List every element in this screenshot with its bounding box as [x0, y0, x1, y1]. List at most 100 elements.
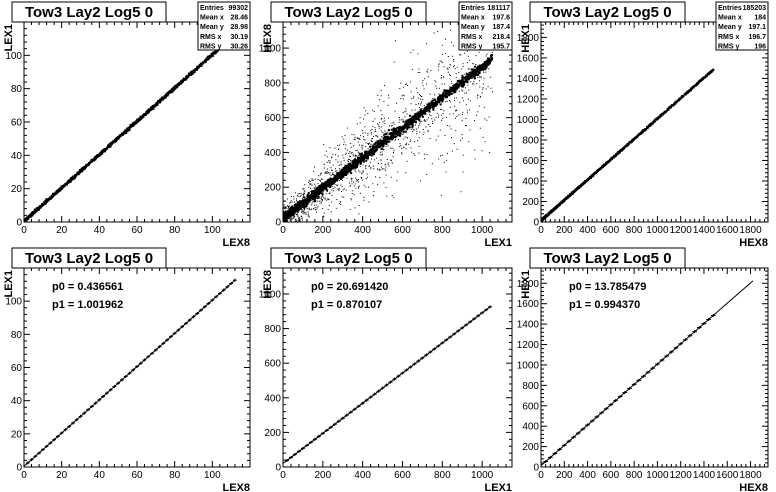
scatter-point [423, 108, 426, 111]
scatter-point [307, 191, 310, 194]
scatter-point [79, 169, 82, 172]
scatter-point [313, 166, 315, 168]
scatter-point [311, 184, 313, 186]
scatter-point [293, 195, 295, 197]
scatter-point [456, 80, 459, 83]
scatter-point [342, 167, 344, 169]
scatter-point [295, 220, 297, 222]
scatter-point [453, 85, 456, 88]
scatter-point [318, 186, 320, 188]
scatter-point [321, 188, 324, 191]
stats-label: RMS y [200, 43, 222, 50]
scatter-point [384, 130, 386, 132]
scatter-point [323, 184, 326, 187]
scatter-point [382, 148, 384, 150]
scatter-point [301, 198, 303, 200]
scatter-point [483, 64, 486, 67]
scatter-point [357, 181, 359, 183]
scatter-point [481, 92, 483, 94]
scatter-point [461, 113, 463, 115]
scatter-point [378, 139, 380, 141]
scatter-point [334, 178, 337, 181]
scatter-point [370, 154, 373, 157]
scatter-point [371, 153, 374, 156]
scatter-point [449, 106, 451, 108]
scatter-point [428, 105, 431, 108]
scatter-point [285, 219, 287, 221]
scatter-point [326, 156, 328, 158]
scatter-point [421, 96, 423, 98]
scatter-point [381, 151, 383, 153]
scatter-point [462, 65, 464, 67]
scatter-point [365, 151, 368, 154]
scatter-point [351, 180, 353, 182]
scatter-point [445, 92, 448, 95]
scatter-point [438, 96, 441, 99]
scatter-point [292, 214, 294, 216]
scatter-point [380, 89, 382, 91]
scatter-point [486, 63, 489, 66]
scatter-point [317, 206, 319, 208]
scatter-point [469, 76, 471, 78]
scatter-point [372, 120, 374, 122]
scatter-point [485, 71, 487, 73]
scatter-point [351, 199, 353, 201]
scatter-point [396, 136, 398, 138]
scatter-point [314, 196, 316, 198]
scatter-point [310, 194, 312, 196]
scatter-point [290, 211, 292, 213]
scatter-point [477, 66, 480, 69]
scatter-point [147, 108, 150, 111]
scatter-point [362, 154, 365, 157]
scatter-point [438, 158, 440, 160]
scatter-point [359, 192, 361, 194]
scatter-point [395, 130, 397, 132]
scatter-point [211, 54, 214, 57]
scatter-point [398, 128, 401, 131]
scatter-point [345, 144, 347, 146]
scatter-point [286, 216, 288, 218]
scatter-point [305, 198, 308, 201]
scatter-point [310, 195, 312, 197]
scatter-point [296, 206, 299, 209]
scatter-point [291, 210, 293, 212]
scatter-point [284, 205, 286, 207]
scatter-point [412, 124, 414, 126]
scatter-point [320, 196, 322, 198]
scatter-point [411, 131, 413, 133]
scatter-point [286, 212, 288, 214]
scatter-point [417, 112, 420, 115]
scatter-point [285, 215, 287, 217]
scatter-point [320, 198, 322, 200]
scatter-point [379, 177, 381, 179]
scatter-point [136, 118, 139, 121]
scatter-point [485, 61, 488, 64]
scatter-point [432, 97, 434, 99]
scatter-point [340, 163, 342, 165]
scatter-point [328, 180, 331, 183]
scatter-point [449, 88, 452, 91]
scatter-point [376, 135, 378, 137]
scatter-point [421, 115, 423, 117]
scatter-point [65, 183, 68, 186]
scatter-point [387, 137, 390, 140]
scatter-point [173, 85, 176, 88]
scatter-point [448, 90, 451, 93]
scatter-point [293, 209, 295, 211]
scatter-point [441, 108, 443, 110]
scatter-point [461, 89, 463, 91]
scatter-point [485, 66, 488, 69]
scatter-point [24, 222, 26, 224]
scatter-point [28, 215, 31, 218]
scatter-point [339, 177, 341, 179]
scatter-point [351, 168, 353, 170]
scatter-point [321, 199, 323, 201]
scatter-point [449, 75, 451, 77]
scatter-point [306, 195, 308, 197]
scatter-point [27, 217, 30, 220]
scatter-point [477, 111, 479, 113]
scatter-point [358, 137, 360, 139]
scatter-point [327, 181, 329, 183]
scatter-point [418, 123, 420, 125]
scatter-point [284, 220, 287, 222]
